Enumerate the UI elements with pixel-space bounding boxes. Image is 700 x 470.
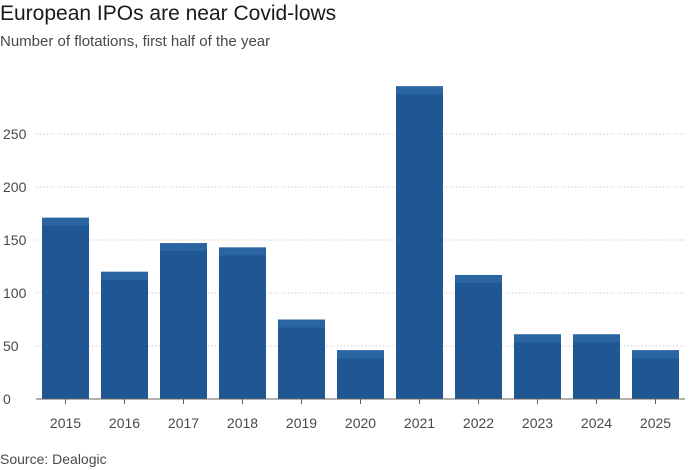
x-tick-label: 2025 xyxy=(640,415,671,431)
x-tick-label: 2024 xyxy=(581,415,612,431)
chart-title: European IPOs are near Covid-lows xyxy=(0,2,337,25)
x-tick-label: 2023 xyxy=(522,415,553,431)
y-tick-label: 200 xyxy=(3,179,27,195)
x-tick-label: 2021 xyxy=(404,415,435,431)
bar-chart: 0 50 100 150 200 250 2015 2016 2017 2018 2019 2020… xyxy=(3,86,685,431)
bar-cap xyxy=(396,86,443,95)
bar-cap xyxy=(337,350,384,359)
bar-cap xyxy=(278,319,325,328)
y-tick-label: 250 xyxy=(3,126,27,142)
bar xyxy=(455,274,502,399)
bar xyxy=(160,243,207,399)
bar xyxy=(337,350,384,399)
bar xyxy=(42,217,89,399)
bar xyxy=(514,334,561,399)
bars xyxy=(36,86,685,400)
bar-cap xyxy=(573,334,620,343)
x-tick-label: 2015 xyxy=(50,415,81,431)
x-tick-label: 2018 xyxy=(227,415,258,431)
bar-cap xyxy=(42,217,89,226)
x-tick-label: 2017 xyxy=(168,415,199,431)
bar xyxy=(573,334,620,399)
bar xyxy=(101,271,148,399)
y-axis-ticks: 0 50 100 150 200 250 xyxy=(3,126,27,407)
bar-cap xyxy=(160,243,207,252)
bar-cap xyxy=(455,274,502,283)
chart-subtitle: Number of flotations, first half of the … xyxy=(0,33,271,50)
bar xyxy=(396,86,443,400)
x-tick-label: 2022 xyxy=(463,415,494,431)
x-tick-label: 2016 xyxy=(109,415,140,431)
y-tick-label: 0 xyxy=(3,391,11,407)
bar xyxy=(632,350,679,399)
bar-cap xyxy=(101,271,148,280)
y-tick-label: 50 xyxy=(3,338,19,354)
x-axis-ticks: 2015 2016 2017 2018 2019 2020 2021 2022 2023 2024… xyxy=(50,399,671,431)
x-tick-label: 2019 xyxy=(286,415,317,431)
x-tick-label: 2020 xyxy=(345,415,376,431)
bar-cap xyxy=(219,247,266,256)
bar-cap xyxy=(514,334,561,343)
bar xyxy=(278,319,325,399)
y-tick-label: 100 xyxy=(3,285,27,301)
bar-cap xyxy=(632,350,679,359)
y-tick-label: 150 xyxy=(3,232,27,248)
bar xyxy=(219,247,266,399)
chart-source: Source: Dealogic xyxy=(0,451,107,467)
